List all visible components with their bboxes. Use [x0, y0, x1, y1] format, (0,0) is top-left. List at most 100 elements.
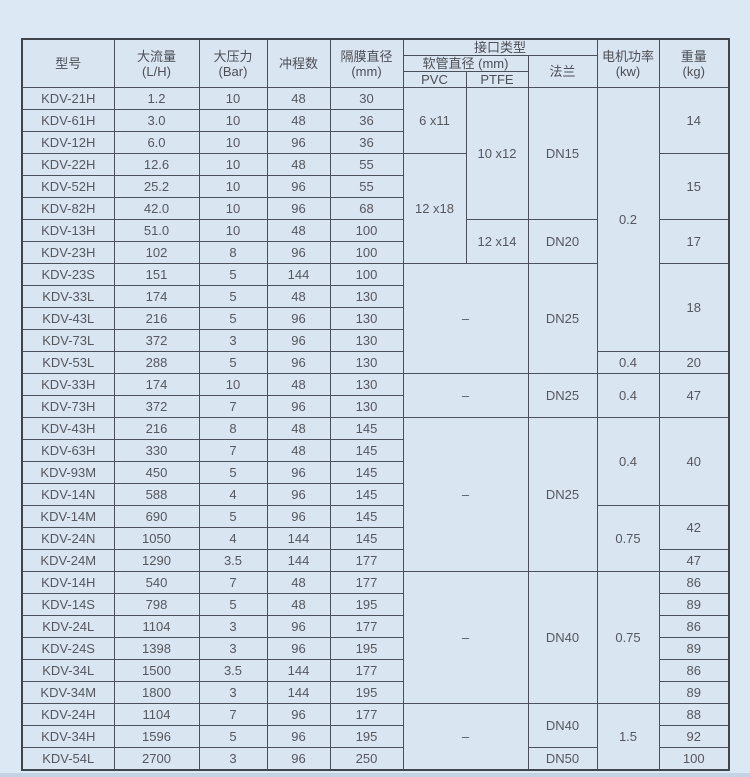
cell-pressure: 10	[198, 175, 268, 198]
cell-ptfe-size: 10 x12	[465, 87, 529, 220]
cell-diaphragm: 145	[329, 505, 404, 528]
cell-pressure: 8	[198, 417, 268, 440]
cell-model: KDV-73L	[21, 329, 115, 352]
cell-strokes: 48	[266, 439, 331, 462]
col-header-pressure-label: 大压力	[213, 48, 253, 64]
pump-spec-table: 型号 大流量 (L/H) 大压力 (Bar) 冲程数 隔膜直径 (mm) 接口类…	[21, 38, 730, 771]
cell-model: KDV-34M	[21, 681, 115, 704]
cell-model: KDV-24N	[21, 527, 115, 550]
cell-flange: DN15	[527, 87, 598, 220]
table-row: KDV-93M 450 5 96 145	[21, 461, 729, 484]
table-row: KDV-24H 1104 7 96 177 – DN40 1.5 88	[21, 703, 730, 770]
cell-diaphragm: 100	[329, 263, 404, 286]
cell-diaphragm: 100	[329, 219, 404, 242]
col-header-strokes: 冲程数	[266, 38, 331, 88]
cell-flow: 372	[113, 329, 200, 352]
cell-flow: 174	[113, 285, 200, 308]
cell-pvc-size: 12 x18	[402, 153, 467, 264]
cell-diaphragm: 130	[329, 285, 404, 308]
table-row: KDV-14S 798 5 48 195 89	[21, 593, 730, 616]
cell-weight: 89	[658, 681, 730, 704]
col-header-pressure: 大压力 (Bar)	[198, 38, 268, 88]
cell-diaphragm: 145	[329, 527, 404, 550]
cell-flow: 1500	[113, 659, 200, 682]
cell-strokes: 48	[266, 593, 331, 616]
cell-model: KDV-33L	[21, 285, 115, 308]
cell-flow: 6.0	[113, 131, 200, 154]
table-row: KDV-24N 1050 4 144 145	[21, 527, 729, 550]
cell-pressure: 8	[198, 241, 268, 264]
table-row: KDV-43H 216 8 48 145 – DN25 0.4 40	[21, 417, 730, 572]
cell-pressure: 10	[198, 373, 268, 396]
cell-pressure: 3	[198, 615, 268, 638]
cell-flow: 216	[113, 307, 200, 330]
cell-strokes: 48	[266, 571, 331, 594]
table-row: KDV-24L 1104 3 96 177 86	[21, 615, 730, 638]
cell-flow: 102	[113, 241, 200, 264]
cell-weight: 86	[658, 659, 730, 682]
col-header-flow-label: 大流量	[136, 48, 176, 64]
cell-weight: 89	[658, 637, 730, 660]
cell-flow: 1.2	[113, 87, 200, 110]
cell-diaphragm: 177	[329, 615, 404, 638]
table-row: KDV-23S 151 5 144 100 – DN25 18	[21, 263, 730, 374]
cell-model: KDV-33H	[21, 373, 115, 396]
table-row: KDV-63H 330 7 48 145	[21, 439, 729, 462]
cell-diaphragm: 177	[329, 549, 404, 572]
cell-flow: 2700	[113, 747, 200, 770]
cell-diaphragm: 36	[329, 131, 404, 154]
cell-model: KDV-24L	[21, 615, 115, 638]
cell-flow: 798	[113, 593, 200, 616]
table-row: KDV-24S 1398 3 96 195 89	[21, 637, 730, 660]
cell-flow: 288	[113, 351, 200, 374]
table-row: KDV-21H 1.2 10 48 30 6 x11 10 x12 DN15 0…	[21, 87, 730, 352]
cell-diaphragm: 145	[329, 417, 404, 440]
col-header-weight-unit: (kg)	[682, 63, 705, 79]
cell-weight: 47	[658, 373, 730, 418]
cell-hose-dash: –	[402, 373, 529, 418]
page-bottom-divider	[0, 773, 750, 777]
cell-diaphragm: 250	[329, 747, 404, 770]
cell-pressure: 5	[198, 263, 268, 286]
cell-pressure: 3	[198, 637, 268, 660]
cell-power: 0.75	[596, 571, 660, 704]
cell-hose-dash: –	[402, 417, 529, 572]
cell-diaphragm: 177	[329, 571, 404, 594]
cell-strokes: 96	[266, 747, 331, 770]
cell-pressure: 5	[198, 307, 268, 330]
cell-pressure: 4	[198, 527, 268, 550]
cell-hose-dash: –	[402, 571, 529, 704]
cell-strokes: 48	[266, 373, 331, 396]
cell-pressure: 7	[198, 571, 268, 594]
cell-model: KDV-34L	[21, 659, 115, 682]
cell-diaphragm: 177	[329, 703, 404, 726]
cell-model: KDV-23S	[21, 263, 115, 286]
cell-strokes: 96	[266, 241, 331, 264]
cell-model: KDV-14N	[21, 483, 115, 506]
cell-model: KDV-13H	[21, 219, 115, 242]
col-header-flow: 大流量 (L/H)	[113, 38, 200, 88]
cell-strokes: 48	[266, 87, 331, 110]
cell-diaphragm: 145	[329, 483, 404, 506]
cell-weight: 89	[658, 593, 730, 616]
table-row: KDV-14H 540 7 48 177 – DN40 0.75 86	[21, 571, 730, 704]
cell-strokes: 96	[266, 703, 331, 726]
table-row: KDV-82H 42.0 10 96 68	[21, 197, 729, 220]
cell-model: KDV-24M	[21, 549, 115, 572]
cell-diaphragm: 100	[329, 241, 404, 264]
cell-diaphragm: 130	[329, 307, 404, 330]
cell-strokes: 96	[266, 483, 331, 506]
header-row: PVC PTFE	[22, 71, 729, 88]
cell-pressure: 3.5	[198, 659, 268, 682]
cell-weight: 40	[658, 417, 730, 506]
cell-flange: DN50	[527, 747, 598, 770]
cell-weight: 18	[658, 263, 730, 352]
cell-flange: DN25	[527, 417, 598, 572]
cell-model: KDV-24H	[21, 703, 115, 726]
cell-power: 0.75	[596, 505, 660, 572]
cell-power: 0.4	[596, 417, 660, 506]
cell-pressure: 10	[198, 109, 268, 132]
cell-model: KDV-12H	[21, 131, 115, 154]
cell-pressure: 3	[198, 747, 268, 770]
cell-strokes: 96	[266, 615, 331, 638]
